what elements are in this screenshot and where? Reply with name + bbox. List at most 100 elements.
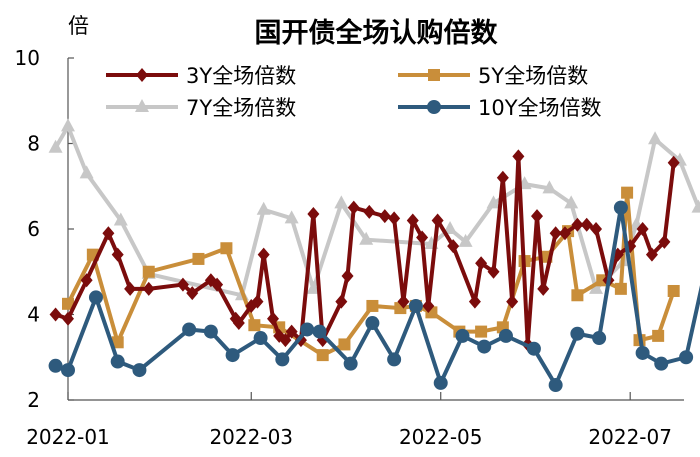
series-3y-point (102, 226, 115, 241)
legend-label: 7Y全场倍数 (186, 96, 296, 120)
series-10y (48, 200, 700, 393)
series-3y (49, 149, 680, 352)
x-tick-label: 2022-07 (588, 425, 672, 449)
series-3y-point (211, 277, 224, 292)
series-7y-point (359, 231, 374, 245)
series-5y-point (571, 289, 584, 302)
series-10y-line (54, 205, 700, 388)
series-10y-point (253, 331, 268, 346)
legend-swatch-point (136, 68, 148, 82)
x-tick-label: 2022-01 (26, 425, 110, 449)
series-7y-point (284, 210, 299, 224)
series-3y-point (558, 226, 571, 241)
series-3y-point (363, 204, 376, 219)
series-7y-point (648, 131, 663, 145)
series-7y-point (458, 233, 473, 247)
series-3y-point (307, 207, 320, 222)
y-axis-unit: 倍 (68, 14, 89, 38)
series-3y-point (590, 222, 603, 236)
y-tick-label: 6 (27, 217, 40, 241)
y-tick-label: 10 (15, 46, 40, 70)
series-10y-point (613, 200, 628, 215)
series-5y-point (366, 299, 379, 312)
series-5y-point (614, 282, 627, 295)
legend-label: 10Y全场倍数 (478, 96, 602, 120)
legend-label: 3Y全场倍数 (186, 64, 296, 88)
series-7y-point (256, 201, 271, 215)
series-3y-point (267, 311, 279, 326)
x-ticks: 2022-01 2022-03 2022-05 2022-07 (26, 392, 672, 449)
series-layer (48, 118, 700, 393)
x-tick-label: 2022-03 (209, 425, 293, 449)
series-5y-point (142, 265, 155, 278)
series-3y-point (571, 217, 584, 232)
series-10y-point (654, 356, 669, 371)
series-7y-point (542, 180, 557, 194)
series-3y-point (531, 209, 544, 224)
series-7y-point (564, 195, 579, 209)
series-10y-point (408, 298, 423, 313)
series-3y-point (416, 230, 429, 245)
series-10y-point (477, 339, 492, 354)
series-7y-point (61, 118, 75, 132)
series-10y-point (387, 352, 402, 367)
series-10y-point (679, 350, 694, 365)
series-3y-point (506, 294, 519, 309)
legend: 3Y全场倍数 5Y全场倍数 7Y全场倍数 10Y全场倍数 (106, 64, 602, 120)
series-10y-point (635, 345, 650, 360)
chart-title: 国开债全场认购倍数 (255, 17, 499, 49)
series-3y-point (142, 281, 155, 296)
series-7y-point (334, 195, 349, 209)
series-7y-point (79, 165, 94, 179)
series-3y-point (285, 324, 298, 339)
legend-label: 5Y全场倍数 (478, 64, 588, 88)
series-3y-point (422, 298, 435, 313)
series-3y-point (232, 316, 245, 331)
series-10y-point (526, 341, 541, 356)
series-10y-point (48, 358, 63, 373)
series-3y-point (176, 277, 189, 292)
series-3y-point (447, 239, 460, 254)
series-5y-point (667, 284, 680, 297)
series-5y-point (192, 252, 205, 265)
series-10y-point (548, 378, 563, 393)
legend-item: 5Y全场倍数 (398, 64, 588, 88)
series-3y-point (431, 213, 444, 228)
series-5y-point (475, 325, 488, 338)
series-3y-point (397, 294, 410, 309)
series-10y-point (132, 363, 147, 378)
series-3y-point (645, 247, 658, 262)
series-5y-point (621, 186, 634, 199)
series-3y-point (49, 307, 62, 322)
series-3y-point (512, 149, 525, 164)
series-3y-point (279, 333, 292, 348)
series-3y-point (124, 281, 137, 296)
series-5y-point (338, 338, 351, 351)
series-7y-point (48, 139, 63, 153)
series-3y-point (341, 269, 354, 284)
series-3y-point (62, 311, 74, 326)
y-tick-label: 8 (27, 132, 40, 156)
series-3y-point (487, 264, 500, 279)
series-3y-point (468, 294, 481, 309)
series-7y-point (306, 280, 321, 294)
series-5y-point (316, 349, 329, 362)
series-10y-point (182, 322, 197, 337)
series-5y-point (111, 336, 124, 349)
series-3y-point (80, 273, 93, 288)
series-10y-point (300, 322, 315, 337)
series-3y-point (658, 234, 671, 249)
series-3y-point (549, 226, 562, 241)
series-3y-point (378, 209, 391, 224)
series-3y-point (257, 247, 270, 262)
series-10y-point (570, 326, 585, 341)
series-10y-point (225, 348, 240, 363)
legend-swatch-point (427, 100, 441, 114)
y-ticks: 2 4 6 8 10 (15, 46, 74, 412)
series-3y-point (111, 247, 124, 262)
series-3y-point (335, 294, 348, 309)
series-7y-point (113, 212, 128, 226)
series-3y-point (496, 170, 509, 185)
series-10y-point (312, 324, 327, 339)
x-tick-label: 2022-05 (399, 425, 483, 449)
